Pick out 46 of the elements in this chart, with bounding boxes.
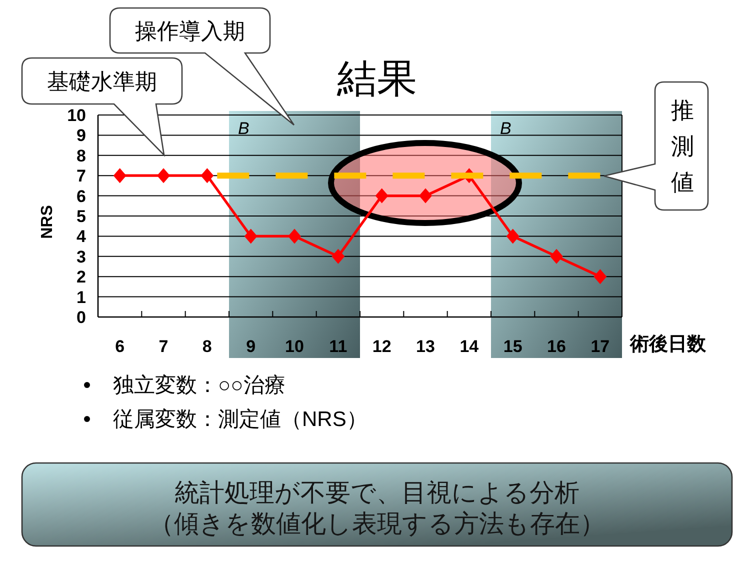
x-tick-label: 7 [158,337,168,356]
point [594,269,607,284]
chart-title: 結果 [336,57,417,101]
y-tick-label: 8 [76,146,86,166]
point [288,228,301,244]
point [332,248,345,264]
point [506,228,520,244]
y-tick-label: 10 [67,106,86,125]
text: （傾きを数値化し表現する方法も存在） [149,510,605,538]
text: 推測値 [671,97,694,195]
x-tick-label: 9 [246,337,256,356]
point [157,168,170,184]
y-tick-label: 9 [76,126,86,146]
text: 独立変数：○○治療 [113,374,286,397]
text: 統計処理が不要で、目視による分析 [174,479,580,507]
point [375,188,388,204]
text: 従属変数：測定値（NRS） [113,408,368,431]
x-tick-label: 15 [503,337,522,356]
point [244,228,258,244]
y-tick-label: 7 [76,166,86,186]
point [419,188,432,204]
x-axis-title: 術後日数 [629,333,707,355]
x-tick-label: 14 [460,337,480,356]
x-tick-label: 16 [547,337,566,356]
x-tick-label: 12 [372,337,392,356]
point [113,168,126,184]
x-tick-label: 11 [329,337,348,356]
text: 基礎水準期 [47,69,157,94]
y-tick-label: 4 [76,227,87,246]
x-tick-label: 6 [115,337,125,356]
y-tick-label: 0 [76,308,86,327]
y-tick-label: 1 [76,288,86,307]
x-tick-label: 17 [590,337,610,356]
text: 操作導入期 [135,18,245,44]
x-tick-label: 10 [285,337,304,356]
point [200,168,214,184]
band-label: B [238,119,250,138]
x-tick-label: 8 [202,337,212,356]
y-tick-label: 3 [76,247,86,266]
band-label: B [500,119,512,138]
y-tick-label: 2 [76,268,86,287]
x-tick-label: 13 [416,337,435,356]
y-tick-label: 5 [76,207,86,226]
y-axis-title: NRS [39,204,56,239]
point [550,248,563,264]
y-tick-label: 6 [76,186,86,206]
